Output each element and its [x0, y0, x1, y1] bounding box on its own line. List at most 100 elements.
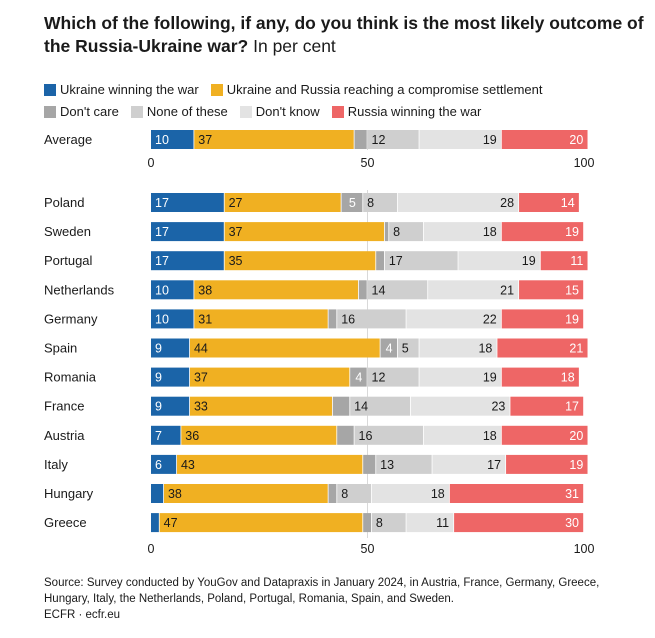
row-average-bar-compromise — [194, 130, 354, 149]
legend-swatch-ukraine — [44, 84, 56, 96]
row-portugal-value-dont-know: 19 — [522, 254, 536, 268]
legend: Ukraine winning the war Ukraine and Russ… — [44, 79, 644, 123]
row-italy-label: Italy — [44, 457, 68, 472]
row-portugal-bar-compromise — [224, 251, 376, 271]
row-poland-value-russia: 14 — [561, 196, 575, 210]
row-germany-value-none: 16 — [341, 312, 355, 326]
row-italy-value-none: 13 — [380, 458, 394, 472]
row-austria-value-compromise: 36 — [185, 429, 199, 443]
row-portugal-bar-none — [384, 251, 458, 271]
row-spain-bar-dont-care — [380, 338, 398, 358]
row-romania-value-none: 12 — [372, 371, 386, 385]
row-germany-value-russia: 19 — [565, 312, 579, 326]
axis-top-tick-50: 50 — [361, 156, 375, 170]
row-average-value-ukraine: 10 — [155, 133, 169, 147]
row-italy-bar-ukraine — [151, 454, 177, 474]
row-romania-bar-dont-know — [419, 367, 501, 387]
row-italy-value-compromise: 43 — [181, 458, 195, 472]
row-austria-bar-russia — [501, 425, 588, 445]
source-note: Source: Survey conducted by YouGov and D… — [44, 575, 644, 623]
row-austria-value-ukraine: 7 — [155, 429, 162, 443]
row-sweden-value-none: 8 — [393, 225, 400, 239]
row-france-bar-none — [350, 396, 410, 416]
row-italy-value-ukraine: 6 — [155, 458, 162, 472]
row-germany-bar-compromise — [194, 309, 328, 329]
row-portugal-value-russia: 11 — [570, 254, 583, 268]
row-average-bar-ukraine — [151, 130, 194, 149]
legend-item-dont-know: Don't know — [239, 101, 320, 123]
row-france-label: France — [44, 399, 84, 414]
row-sweden-value-compromise: 37 — [229, 225, 243, 239]
row-austria-label: Austria — [44, 428, 85, 443]
row-romania-bar-dont-care — [350, 367, 367, 387]
row-spain-value-none: 5 — [402, 342, 409, 356]
row-poland-label: Poland — [44, 195, 84, 210]
row-netherlands-bar-russia — [519, 280, 584, 300]
credit-text: ECFR · ecfr.eu — [44, 609, 121, 621]
row-portugal-value-none: 17 — [389, 254, 403, 268]
row-spain-bar-none — [397, 338, 419, 358]
row-hungary-bar-russia — [449, 484, 584, 503]
row-spain-value-dont-know: 18 — [478, 342, 492, 356]
row-romania-value-russia: 18 — [561, 371, 575, 385]
row-france-bar-russia — [510, 396, 584, 416]
row-france-value-russia: 17 — [565, 400, 579, 414]
chart-title: Which of the following, if any, do you t… — [44, 12, 644, 58]
row-greece-value-none: 8 — [376, 516, 383, 530]
row-poland-bar-ukraine — [151, 193, 224, 212]
row-spain-value-russia: 21 — [569, 342, 583, 356]
row-average-value-russia: 20 — [569, 133, 583, 147]
row-hungary-value-russia: 31 — [565, 487, 579, 501]
row-greece-value-dont-know: 11 — [436, 516, 449, 530]
row-greece-bar-dont-know — [406, 513, 454, 533]
row-italy-value-russia: 19 — [569, 458, 583, 472]
row-poland-value-dont-care: 5 — [349, 196, 356, 210]
row-austria-bar-dont-know — [423, 425, 501, 445]
legend-item-compromise: Ukraine and Russia reaching a compromise… — [210, 79, 543, 101]
axis-bottom-tick-100: 100 — [574, 542, 595, 556]
row-portugal-bar-russia — [540, 251, 588, 271]
row-greece-bar-russia — [454, 513, 584, 533]
row-poland-value-ukraine: 17 — [155, 196, 169, 210]
row-hungary-value-dont-know: 18 — [431, 487, 445, 501]
legend-item-russia: Russia winning the war — [331, 101, 481, 123]
row-netherlands-bar-dont-know — [428, 280, 519, 300]
row-germany-label: Germany — [44, 311, 98, 326]
row-france-bar-compromise — [189, 396, 333, 416]
row-greece-value-compromise: 47 — [164, 516, 178, 530]
row-average-value-none: 12 — [372, 133, 386, 147]
row-romania-bar-none — [367, 367, 419, 387]
legend-label-none: None of these — [146, 104, 228, 119]
row-romania-label: Romania — [44, 370, 97, 385]
axis-top-tick-100: 100 — [574, 156, 595, 170]
legend-item-none: None of these — [130, 101, 228, 123]
row-italy-bar-none — [376, 454, 432, 474]
row-hungary-label: Hungary — [44, 486, 94, 501]
row-germany-value-compromise: 31 — [198, 312, 212, 326]
row-netherlands-value-compromise: 38 — [198, 283, 212, 297]
row-romania-bar-compromise — [189, 367, 350, 387]
legend-label-dont-know: Don't know — [255, 104, 320, 119]
row-italy-bar-dont-know — [432, 454, 506, 474]
row-netherlands-bar-none — [367, 280, 428, 300]
row-spain-value-compromise: 44 — [194, 342, 208, 356]
row-hungary-value-none: 8 — [341, 487, 348, 501]
row-netherlands-value-none: 14 — [372, 283, 386, 297]
chart-title-text: Which of the following, if any, do you t… — [44, 13, 644, 56]
legend-row-1: Ukraine winning the war Ukraine and Russ… — [44, 79, 644, 101]
row-austria-bar-ukraine — [151, 425, 181, 445]
row-hungary-bar-compromise — [163, 484, 328, 503]
axis-bottom-tick-0: 0 — [148, 542, 155, 556]
row-romania-value-dont-care: 4 — [355, 371, 362, 385]
row-poland-bar-dont-care — [341, 193, 363, 212]
legend-swatch-dont-know — [239, 106, 252, 118]
row-france-value-ukraine: 9 — [155, 400, 162, 414]
row-sweden-value-dont-know: 18 — [483, 225, 497, 239]
row-sweden-bar-dont-know — [423, 222, 501, 242]
row-netherlands-label: Netherlands — [44, 282, 115, 297]
axis-top-tick-0: 0 — [148, 156, 155, 170]
row-spain-value-ukraine: 9 — [155, 342, 162, 356]
legend-item-dont-care: Don't care — [44, 101, 119, 123]
row-portugal-value-compromise: 35 — [229, 254, 243, 268]
